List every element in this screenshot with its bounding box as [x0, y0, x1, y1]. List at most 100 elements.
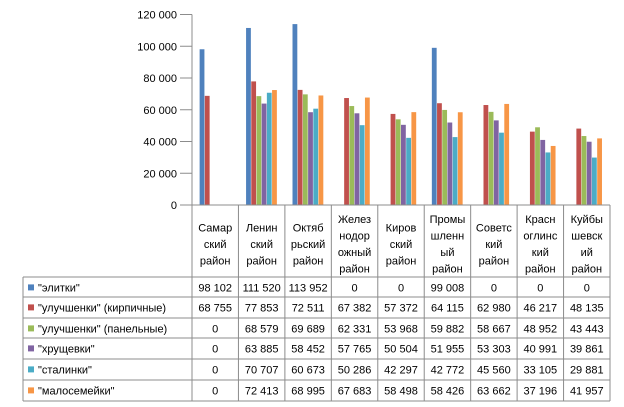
data-label: 57 372: [384, 302, 418, 314]
data-label: 50 504: [384, 343, 418, 355]
legend-label: "элитки": [38, 282, 80, 294]
bar: [251, 81, 257, 205]
bar: [447, 122, 453, 205]
bar: [442, 109, 448, 205]
category-label: шленн: [431, 231, 465, 243]
data-label: 63 662: [477, 385, 511, 397]
legend-swatch: [28, 387, 34, 394]
data-label: 0: [212, 364, 218, 376]
y-tick-label: 60 000: [143, 105, 177, 117]
data-label: 99 008: [431, 282, 465, 294]
data-label: 72 511: [292, 302, 325, 314]
bar: [349, 106, 355, 205]
bar: [256, 96, 262, 205]
legend-swatch: [28, 284, 34, 291]
legend-label: "малосемейки": [38, 385, 115, 397]
bar: [452, 137, 458, 205]
category-label: район: [293, 255, 324, 267]
data-label: 63 885: [245, 343, 279, 355]
bar: [576, 128, 582, 205]
bar: [535, 127, 540, 205]
category-label: рьский: [291, 239, 325, 251]
bar: [401, 124, 406, 205]
category-label: оглинс: [523, 231, 558, 243]
bar: [591, 157, 597, 205]
data-label: 46 217: [524, 302, 558, 314]
data-label: 62 980: [477, 302, 511, 314]
data-label: 59 882: [431, 323, 465, 335]
data-label: 0: [212, 343, 218, 355]
y-tick-label: 40 000: [143, 137, 177, 149]
bar: [395, 119, 401, 205]
data-label: 58 667: [477, 323, 511, 335]
data-label: 29 881: [570, 364, 604, 376]
category-label: район: [200, 255, 231, 267]
data-label: 53 303: [477, 343, 511, 355]
data-label: 0: [491, 282, 497, 294]
data-label: 58 426: [431, 385, 465, 397]
bar: [488, 111, 494, 205]
bar: [261, 103, 267, 205]
data-label: 68 755: [198, 302, 232, 314]
bar: [550, 145, 556, 205]
bar: [359, 125, 365, 205]
data-table: Самар ский район Ленин ский район Октяб рьский р…: [22, 204, 611, 402]
bar: [318, 95, 324, 205]
category-label: Красн: [525, 214, 555, 226]
legend-swatch: [28, 325, 34, 332]
bar: [390, 113, 396, 205]
legend-swatch: [28, 366, 34, 373]
data-label: 0: [351, 282, 357, 294]
bar: [411, 112, 417, 205]
data-label: 48 952: [524, 323, 558, 335]
legend-swatch: [28, 304, 34, 311]
bar: [499, 132, 504, 205]
data-label: 0: [584, 282, 590, 294]
legend-swatch: [28, 345, 34, 352]
category-label: Ленин: [246, 222, 278, 234]
data-label: 39 861: [570, 343, 604, 355]
data-label: 50 286: [338, 364, 372, 376]
data-label: 45 560: [477, 364, 511, 376]
data-label: 113 952: [289, 282, 328, 294]
data-label: 0: [212, 323, 218, 335]
bar: [540, 139, 546, 205]
bar: [493, 120, 499, 205]
bar: [597, 138, 602, 205]
category-label: Самар: [198, 222, 232, 234]
category-label: район: [386, 255, 417, 267]
bar: [364, 97, 370, 205]
category-label: район: [432, 264, 463, 276]
bar: [313, 108, 319, 205]
category-label: ожный: [338, 247, 371, 259]
data-label: 33 105: [524, 364, 558, 376]
data-label: 0: [212, 385, 218, 397]
data-label: 67 683: [338, 385, 372, 397]
category-label: район: [571, 264, 602, 276]
y-tick-label: 80 000: [143, 73, 177, 85]
y-tick-label: 120 000: [137, 10, 177, 22]
data-label: 53 968: [384, 323, 418, 335]
bar: [406, 137, 411, 205]
bar: [504, 103, 510, 205]
data-label: 69 689: [291, 323, 325, 335]
data-label: 62 331: [338, 323, 372, 335]
bar: [431, 47, 437, 205]
data-label: 48 135: [570, 302, 604, 314]
y-tick-label: 100 000: [137, 41, 177, 53]
category-label: шевск: [571, 231, 602, 243]
data-label: 67 382: [338, 302, 372, 314]
bar: [545, 152, 551, 205]
data-label: 42 772: [431, 364, 465, 376]
category-label: ый: [440, 247, 454, 259]
bars: [199, 24, 602, 206]
category-label: Желез: [338, 214, 371, 226]
category-label: район: [525, 264, 556, 276]
category-label: район: [479, 255, 510, 267]
category-label: Куйбы: [571, 214, 603, 226]
category-label: Октяб: [293, 222, 324, 234]
bar: [483, 105, 489, 205]
bar: [581, 136, 587, 205]
data-label: 98 102: [198, 282, 232, 294]
